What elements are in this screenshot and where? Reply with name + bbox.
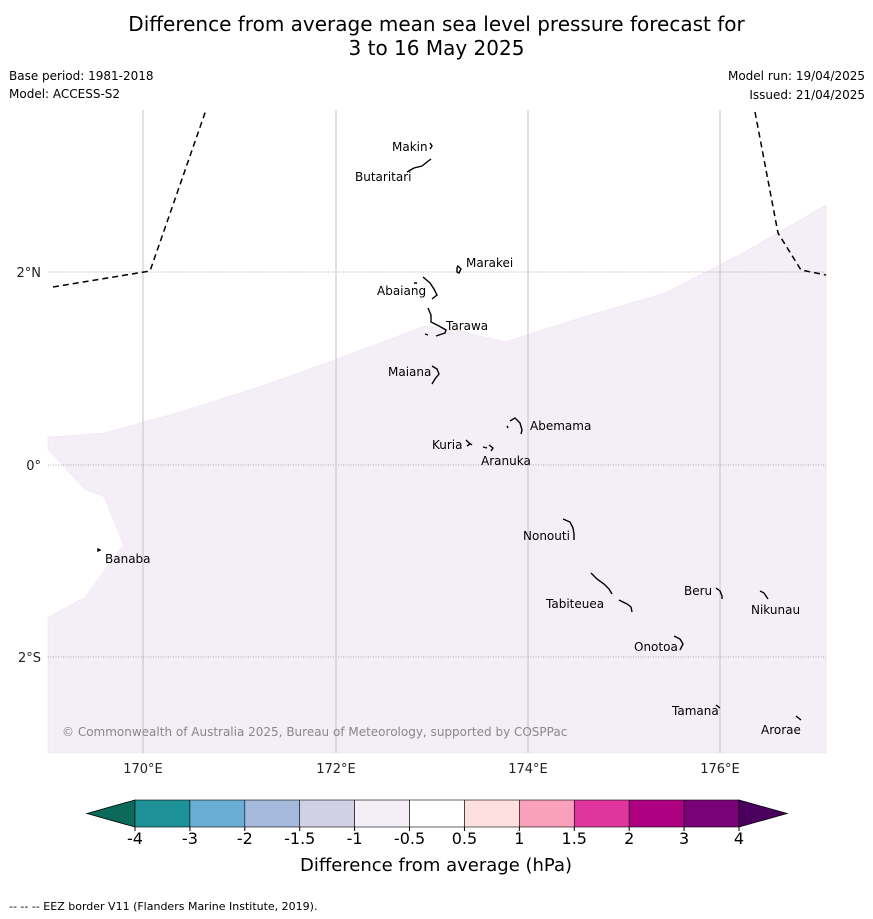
colorbar-bin xyxy=(573,799,630,828)
island-tamana xyxy=(715,704,721,709)
place-label-tamana: Tamana xyxy=(671,704,719,718)
colorbar-bin xyxy=(299,799,355,828)
lon-label-172e: 172°E xyxy=(316,762,356,777)
issued-date: Issued: 21/04/2025 xyxy=(749,88,865,102)
place-label-banaba: Banaba xyxy=(105,552,151,566)
place-labels: Makin Butaritari Marakei Abaiang Tarawa … xyxy=(105,140,801,737)
place-label-maiana: Maiana xyxy=(388,365,431,379)
colorbar-bin xyxy=(683,799,740,828)
colorbar-ticks: -4 -3 -2 -1.5 -1 -0.5 0.5 1 1.5 2 3 4 xyxy=(127,827,744,848)
island-tarawa xyxy=(424,307,447,337)
colorbar-bin xyxy=(189,799,246,828)
colorbar-low-extend xyxy=(85,799,136,828)
island-abemama xyxy=(506,417,523,435)
island-banaba xyxy=(97,547,102,553)
longitude-labels: 170°E 172°E 174°E 176°E xyxy=(123,762,740,777)
eez-border-west xyxy=(52,109,207,288)
page-title: Difference from average mean sea level p… xyxy=(0,12,873,60)
island-makin xyxy=(429,142,433,150)
anomaly-gap-region xyxy=(48,450,123,617)
place-label-marakei: Marakei xyxy=(466,256,513,270)
model-run-date: Model run: 19/04/2025 xyxy=(727,69,865,83)
place-label-kuria: Kuria xyxy=(432,438,463,452)
place-label-arorae: Arorae xyxy=(761,723,801,737)
colorbar-bins xyxy=(134,799,740,828)
island-arorae xyxy=(795,715,802,721)
island-onotoa xyxy=(673,635,684,651)
place-label-aranuka: Aranuka xyxy=(481,454,531,468)
island-beru xyxy=(715,587,723,599)
lon-label-170e: 170°E xyxy=(123,762,163,777)
place-label-tabiteuea: Tabiteuea xyxy=(545,597,604,611)
meridian-gridlines xyxy=(142,110,721,753)
island-maiana xyxy=(431,365,440,385)
place-label-beru: Beru xyxy=(684,584,712,598)
latitude-labels: 2°N 0° 2°S xyxy=(17,266,42,666)
place-label-nikunau: Nikunau xyxy=(751,603,800,617)
island-tabiteuea xyxy=(590,572,633,613)
base-period: Base period: 1981-2018 xyxy=(9,69,154,83)
colorbar-tick-label: 0.5 xyxy=(452,829,477,848)
colorbar-tick-label: 1.5 xyxy=(562,829,587,848)
place-label-butaritari: Butaritari xyxy=(355,170,412,184)
place-label-makin: Makin xyxy=(392,140,428,154)
eez-borders xyxy=(52,109,827,288)
colorbar-high-extend xyxy=(738,799,789,828)
colorbar-bin xyxy=(354,799,410,828)
colorbar-label: Difference from average (hPa) xyxy=(300,855,572,876)
colorbar-tick-label: -4 xyxy=(127,829,143,848)
colorbar-bin xyxy=(134,799,191,828)
place-label-nonouti: Nonouti xyxy=(523,529,570,543)
island-marakei xyxy=(456,264,462,274)
lon-label-176e: 176°E xyxy=(700,762,740,777)
lat-label-0: 0° xyxy=(26,459,41,474)
lon-label-174e: 174°E xyxy=(508,762,548,777)
colorbar-tick-label: -2 xyxy=(237,829,253,848)
colorbar-bin xyxy=(519,799,575,828)
colorbar-bin xyxy=(464,799,520,828)
island-abaiang xyxy=(414,276,438,300)
lat-label-2s: 2°S xyxy=(18,651,41,666)
eez-border-note: -- -- -- EEZ border V11 (Flanders Marine… xyxy=(9,900,318,913)
place-label-onotoa: Onotoa xyxy=(634,640,678,654)
parallel-gridlines xyxy=(48,271,826,658)
colorbar-tick-label: 3 xyxy=(679,829,689,848)
place-label-tarawa: Tarawa xyxy=(445,319,488,333)
lat-label-2n: 2°N xyxy=(17,266,42,281)
colorbar-tick-label: -1.5 xyxy=(284,829,315,848)
colorbar: -4 -3 -2 -1.5 -1 -0.5 0.5 1 1.5 2 3 4 Difference fr… xyxy=(85,799,789,876)
model-name: Model: ACCESS-S2 xyxy=(9,87,121,101)
anomaly-shaded-region xyxy=(47,204,827,754)
colorbar-tick-label: 1 xyxy=(514,829,524,848)
place-label-abemama: Abemama xyxy=(530,419,591,433)
island-aranuka xyxy=(482,444,494,452)
island-butaritari xyxy=(406,158,432,173)
colorbar-bin xyxy=(628,799,685,828)
place-label-abaiang: Abaiang xyxy=(377,284,426,298)
colorbar-tick-label: -1 xyxy=(347,829,363,848)
colorbar-tick-label: -0.5 xyxy=(394,829,425,848)
colorbar-bin xyxy=(409,799,465,828)
colorbar-bin xyxy=(244,799,301,828)
copyright-notice: © Commonwealth of Australia 2025, Bureau… xyxy=(62,725,567,739)
colorbar-tick-label: -3 xyxy=(182,829,198,848)
colorbar-tick-label: 2 xyxy=(624,829,634,848)
island-nonouti xyxy=(562,518,575,540)
island-outlines xyxy=(97,142,802,721)
island-nikunau xyxy=(759,590,769,600)
title-line-1: Difference from average mean sea level p… xyxy=(128,12,745,36)
colorbar-tick-label: 4 xyxy=(734,829,744,848)
title-line-2: 3 to 16 May 2025 xyxy=(348,36,525,60)
eez-border-east xyxy=(754,111,827,276)
island-kuria xyxy=(465,439,473,447)
